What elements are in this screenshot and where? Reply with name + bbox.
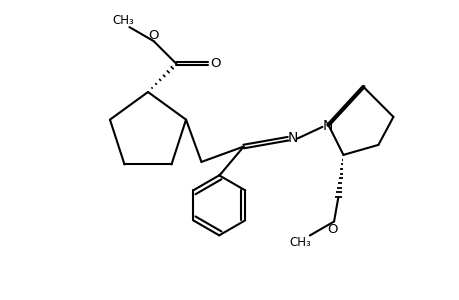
Text: CH₃: CH₃ [112,14,134,27]
Text: O: O [210,57,220,70]
Text: N: N [287,131,297,145]
Text: O: O [326,223,336,236]
Text: N: N [321,119,332,133]
Text: CH₃: CH₃ [288,236,310,249]
Text: O: O [148,28,158,42]
